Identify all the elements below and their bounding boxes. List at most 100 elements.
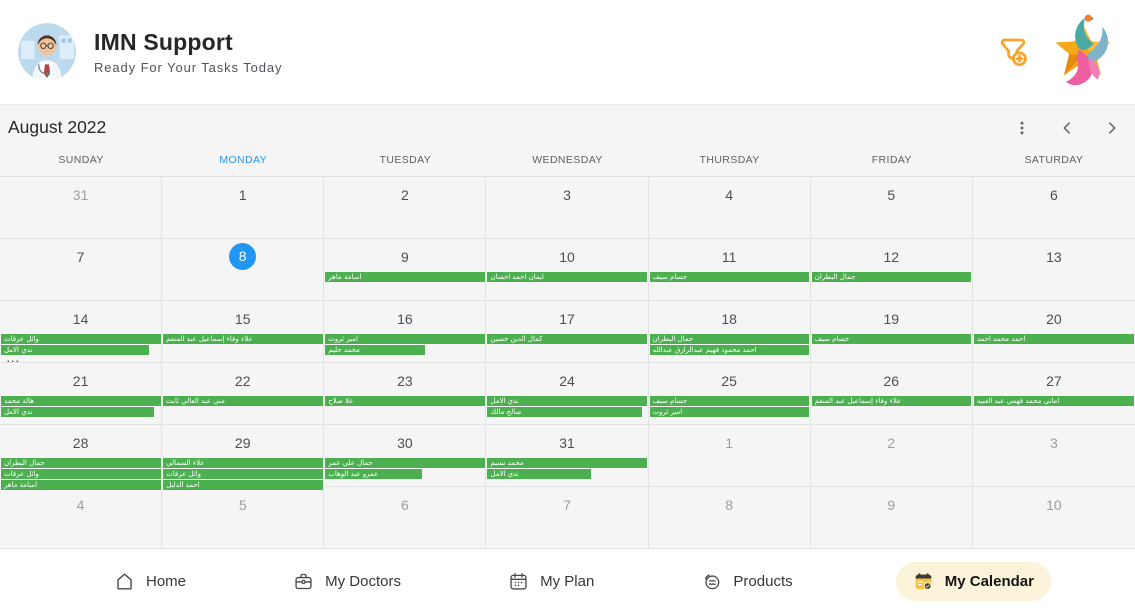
app-subtitle: Ready For Your Tasks Today [94, 60, 283, 75]
event-bar[interactable]: امير ثروت [649, 407, 810, 417]
event-bar[interactable]: كمال الدين حسين [487, 334, 647, 344]
calendar-day-cell[interactable]: 22 مني عبد العالي ثابت [162, 363, 325, 425]
calendar-day-cell[interactable]: 27 اماني محمد فهمي عبد الغنيه [972, 363, 1135, 425]
calendar-day-cell[interactable]: 17 كمال الدين حسين [486, 301, 649, 363]
event-bar[interactable]: حسام سيف [649, 396, 810, 406]
event-bar[interactable]: جمال علي عمر [325, 458, 485, 468]
event-bar[interactable]: ندي الامل [1, 345, 150, 355]
calendar-day-cell[interactable]: 1 [162, 177, 325, 239]
nav-item-home[interactable]: Home [110, 562, 190, 601]
calendar-day-cell[interactable]: 6 [972, 177, 1135, 239]
nav-item-my-calendar[interactable]: My Calendar [895, 561, 1051, 601]
event-bar[interactable]: جمال البطران [811, 272, 972, 282]
event-bar[interactable]: وائل عرفات [163, 469, 323, 479]
calendar-day-cell[interactable]: 9 [810, 487, 973, 549]
event-bar[interactable]: ندي الامل [487, 396, 647, 406]
calendar-day-cell[interactable]: 7 [0, 239, 163, 301]
event-bar[interactable]: صالح مالك [487, 407, 643, 417]
event-bar[interactable]: علاء وفاء إسماعيل عبد المنعم [163, 334, 323, 344]
calendar-day-cell[interactable]: 19 حسام سيف [810, 301, 973, 363]
event-bar[interactable]: علا صلاح [325, 396, 485, 406]
filter-add-icon[interactable] [993, 30, 1033, 74]
calendar-day-cell[interactable]: 15 علاء وفاء إسماعيل عبد المنعم [162, 301, 325, 363]
day-number: 6 [1050, 187, 1058, 203]
calendar-day-cell[interactable]: 23 علا صلاح [324, 363, 487, 425]
calendar-day-cell[interactable]: 21 هالة محمد ندي الامل [0, 363, 163, 425]
weekday-label-tuesday: TUESDAY [379, 154, 432, 166]
calendar-day-cell[interactable]: 11 حسام سيف [648, 239, 811, 301]
calendar-day-cell[interactable]: 4 [648, 177, 811, 239]
calendar-day-cell[interactable]: 12 جمال البطران [810, 239, 973, 301]
calendar-day-cell[interactable]: 29 علاء السمالي وائل عرفات احمد الدليل [162, 425, 325, 490]
calendar-day-cell[interactable]: 16 امير ثروت محمد حليم [324, 301, 487, 363]
event-bar[interactable]: ندي الامل [487, 469, 591, 479]
event-bar[interactable]: اسامة ماهر [325, 272, 485, 282]
calendar-day-cell[interactable]: 9 اسامة ماهر [324, 239, 487, 301]
event-bar[interactable]: اسامة ماهر [1, 480, 161, 490]
calendar-day-cell[interactable]: 5 [162, 487, 325, 549]
chevron-left-icon[interactable] [1058, 119, 1076, 137]
event-bar[interactable]: احمد محمد احمد [973, 334, 1135, 344]
event-bar[interactable]: وائل عرفات [1, 334, 161, 344]
day-events: مني عبد العالي ثابت [162, 396, 323, 406]
weekday-label-saturday: SATURDAY [1024, 154, 1084, 166]
day-number: 2 [400, 187, 409, 203]
event-bar[interactable]: امير ثروت [325, 334, 485, 344]
calendar-day-cell[interactable]: 31 محمد نسيم ندي الامل [486, 425, 649, 487]
nav-item-my-plan[interactable]: My Plan [504, 562, 598, 601]
event-bar[interactable]: جمال البطران [1, 458, 161, 468]
event-bar[interactable]: هالة محمد [1, 396, 161, 406]
calendar-day-cell-today[interactable]: 8 [162, 239, 325, 301]
calendar-day-cell[interactable]: 2 [324, 177, 487, 239]
calendar-day-cell[interactable]: 14 وائل عرفات ندي الامل... [0, 301, 163, 364]
calendar-day-cell[interactable]: 6 [324, 487, 487, 549]
calendar-day-cell[interactable]: 25 حسام سيف امير ثروت [648, 363, 811, 425]
calendar-day-cell[interactable]: 24 ندي الامل صالح مالك [486, 363, 649, 425]
event-bar[interactable]: علاء وفاء إسماعيل عبد المنعم [811, 396, 972, 406]
event-bar[interactable]: حسام سيف [649, 272, 810, 282]
nav-item-my-doctors[interactable]: My Doctors [289, 562, 405, 601]
event-bar[interactable]: عمرو عبد الوهاب [325, 469, 422, 479]
kebab-menu-icon[interactable] [1013, 119, 1031, 137]
event-bar[interactable]: حسام سيف [811, 334, 972, 344]
calendar-day-cell[interactable]: 7 [486, 487, 649, 549]
calendar-day-cell[interactable]: 4 [0, 487, 163, 549]
calendar-day-cell[interactable]: 13 [972, 239, 1135, 301]
event-bar[interactable]: محمد نسيم [487, 458, 647, 468]
calendar-day-cell[interactable]: 5 [810, 177, 973, 239]
app-header: IMN Support Ready For Your Tasks Today [0, 0, 1135, 105]
event-bar[interactable]: وائل عرفات [1, 469, 161, 479]
nav-item-products[interactable]: Products [697, 562, 796, 601]
day-number: 17 [559, 311, 575, 327]
calendar-day-cell[interactable]: 8 [648, 487, 811, 549]
calendar-day-cell[interactable]: 26 علاء وفاء إسماعيل عبد المنعم [810, 363, 973, 425]
calendar-day-cell[interactable]: 10 ايمان احمد احسان [486, 239, 649, 301]
event-bar[interactable]: مني عبد العالي ثابت [163, 396, 323, 406]
calendar-day-cell[interactable]: 2 [810, 425, 973, 487]
event-bar[interactable]: احمد محمود فهيم عبدالرازق عبدالله [649, 345, 810, 355]
day-events: جمال البطران وائل عرفات اسامة ماهر [0, 458, 161, 490]
nav-item-label: My Calendar [944, 572, 1034, 590]
calendar-day-cell[interactable]: 30 جمال علي عمر عمرو عبد الوهاب [324, 425, 487, 487]
calendar-day-cell[interactable]: 28 جمال البطران وائل عرفات اسامة ماهر [0, 425, 163, 490]
day-number: 3 [1050, 435, 1058, 451]
chevron-right-icon[interactable] [1103, 119, 1121, 137]
calendar-day-cell[interactable]: 10 [972, 487, 1135, 549]
event-bar[interactable]: ندي الامل [1, 407, 155, 417]
event-bar[interactable]: ايمان احمد احسان [487, 272, 647, 282]
calendar-day-cell[interactable]: 1 [648, 425, 811, 487]
calendar-day-cell[interactable]: 18 جمال البطران احمد محمود فهيم عبدالرازق … [648, 301, 811, 363]
event-bar[interactable]: محمد حليم [325, 345, 426, 355]
calendar-day-cell[interactable]: 31 [0, 177, 163, 239]
event-bar[interactable]: جمال البطران [649, 334, 810, 344]
event-bar[interactable]: احمد الدليل [163, 480, 323, 490]
weekday-label-thursday: THURSDAY [699, 154, 760, 166]
calendar-day-cell[interactable]: 20 احمد محمد احمد [972, 301, 1135, 363]
event-bar[interactable]: علاء السمالي [163, 458, 323, 468]
calendar-day-cell[interactable]: 3 [486, 177, 649, 239]
day-events: كمال الدين حسين [486, 334, 647, 344]
event-bar[interactable]: اماني محمد فهمي عبد الغنيه [973, 396, 1135, 406]
calendar-day-cell[interactable]: 3 [972, 425, 1135, 487]
more-events-indicator[interactable]: ... [7, 354, 21, 364]
day-number: 15 [234, 311, 251, 327]
